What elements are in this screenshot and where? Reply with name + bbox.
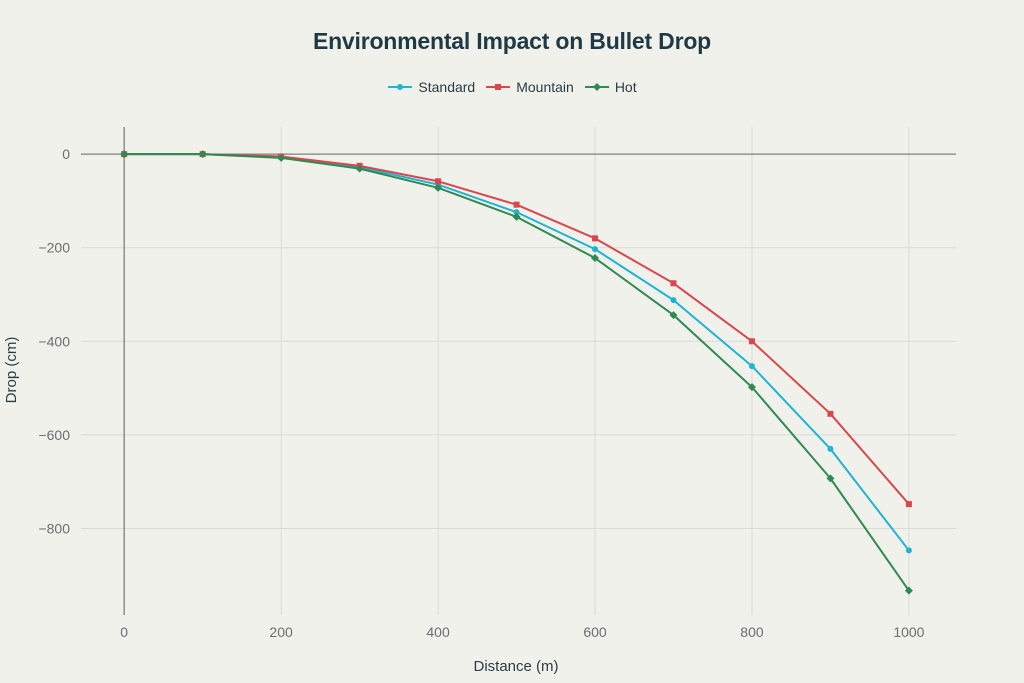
data-point-hot bbox=[591, 254, 600, 263]
axis-layer bbox=[81, 127, 956, 615]
data-point-hot bbox=[512, 212, 521, 221]
legend-item-mountain[interactable]: Mountain bbox=[485, 79, 574, 95]
legend-label-mountain: Mountain bbox=[516, 79, 574, 95]
y-tick-label: −800 bbox=[38, 520, 70, 536]
legend-item-hot[interactable]: Hot bbox=[584, 79, 637, 95]
data-point-hot bbox=[434, 183, 443, 192]
series-layer bbox=[120, 150, 913, 595]
x-tick-label: 1000 bbox=[893, 624, 924, 640]
data-point-mountain bbox=[748, 338, 755, 345]
y-tick-label: −200 bbox=[38, 240, 70, 256]
data-point-mountain bbox=[670, 280, 677, 287]
data-point-mountain bbox=[435, 178, 442, 185]
data-point-mountain bbox=[513, 201, 520, 208]
grid-layer bbox=[81, 127, 956, 615]
data-point-mountain bbox=[905, 501, 912, 508]
data-point-hot bbox=[669, 311, 678, 320]
legend-swatch-mountain bbox=[486, 84, 511, 90]
label-layer: 0 200 400 600 800 1000 0 −200 −400 −600 −800 bbox=[38, 146, 924, 640]
y-tick-label: −600 bbox=[38, 427, 70, 443]
x-tick-label: 600 bbox=[583, 624, 607, 640]
series-mountain bbox=[121, 151, 912, 508]
x-tick-label: 800 bbox=[740, 624, 764, 640]
data-point-hot bbox=[277, 153, 286, 162]
legend-marker bbox=[495, 84, 502, 90]
data-point-standard bbox=[592, 246, 599, 253]
y-axis-title: Drop (cm) bbox=[3, 337, 20, 404]
data-point-standard bbox=[513, 209, 520, 216]
data-point-hot bbox=[355, 164, 364, 173]
legend-label-hot: Hot bbox=[614, 79, 637, 95]
data-point-hot bbox=[120, 150, 129, 159]
data-point-standard bbox=[905, 547, 912, 554]
legend-item-standard[interactable]: Standard bbox=[387, 79, 475, 95]
data-point-mountain bbox=[592, 235, 599, 242]
chart-title: Environmental Impact on Bullet Drop bbox=[312, 28, 712, 54]
legend-marker bbox=[397, 84, 404, 90]
legend-swatch-hot bbox=[584, 83, 609, 91]
data-point-mountain bbox=[827, 410, 834, 417]
x-axis-title: Distance (m) bbox=[473, 658, 558, 675]
x-tick-label: 200 bbox=[269, 624, 293, 640]
x-tick-label: 400 bbox=[426, 624, 450, 640]
legend-label-standard: Standard bbox=[418, 79, 476, 95]
data-point-hot bbox=[198, 150, 207, 159]
data-point-standard bbox=[827, 445, 834, 452]
data-point-hot bbox=[826, 474, 835, 483]
series-hot bbox=[120, 150, 913, 595]
data-point-hot bbox=[747, 383, 756, 392]
y-tick-label: −400 bbox=[38, 333, 70, 349]
x-tick-label: 0 bbox=[120, 624, 128, 640]
data-point-hot bbox=[904, 586, 913, 595]
y-tick-label: 0 bbox=[62, 146, 70, 162]
legend-marker bbox=[592, 83, 601, 91]
series-standard bbox=[121, 151, 912, 554]
legend-swatch-standard bbox=[388, 84, 413, 90]
legend: Standard Mountain Hot bbox=[0, 79, 1024, 95]
data-point-standard bbox=[670, 297, 677, 304]
data-point-standard bbox=[748, 363, 755, 370]
